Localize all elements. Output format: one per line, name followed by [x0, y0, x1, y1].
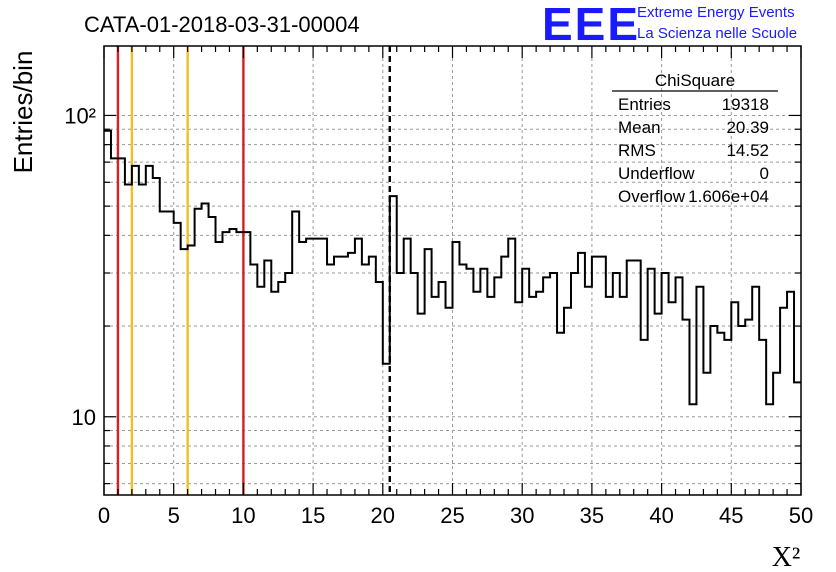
stats-value-entries: 19318	[722, 95, 769, 114]
y-tick-label: 10²	[64, 103, 96, 128]
stats-label-overflow: Overflow	[618, 187, 686, 206]
grid-layer	[103, 46, 802, 495]
x-tick-label: 25	[440, 503, 464, 528]
x-tick-label: 5	[168, 503, 180, 528]
x-tick-label: 45	[719, 503, 743, 528]
stats-title: ChiSquare	[655, 71, 735, 90]
stats-label-underflow: Underflow	[618, 164, 695, 183]
stats-box: ChiSquare Entries 19318 Mean 20.39 RMS 1…	[612, 71, 778, 206]
eee-logo-line1: Extreme Energy Events	[637, 4, 795, 21]
x-axis-title: X²	[772, 542, 801, 572]
x-tick-label: 30	[510, 503, 534, 528]
stats-value-rms: 14.52	[726, 141, 769, 160]
x-tick-label: 40	[649, 503, 673, 528]
x-tick-label: 20	[371, 503, 395, 528]
histogram-bins	[104, 129, 801, 406]
eee-logo: EEE Extreme Energy Events La Scienza nel…	[542, 0, 797, 50]
y-axis-title: Entries/bin	[8, 51, 38, 174]
stats-label-entries: Entries	[618, 95, 671, 114]
x-tick-label: 50	[789, 503, 813, 528]
stats-value-overflow: 1.606e+04	[688, 187, 769, 206]
axes: 0 5 10 15 20 25 30 35 40 45 50 10 10²	[64, 45, 813, 528]
marker-lines	[116, 46, 391, 495]
stats-label-mean: Mean	[618, 118, 661, 137]
histogram-line	[104, 129, 801, 406]
stats-label-rms: RMS	[618, 141, 656, 160]
stats-value-underflow: 0	[760, 164, 769, 183]
y-tick-label: 10	[72, 405, 96, 430]
x-tick-label: 35	[580, 503, 604, 528]
x-tick-label: 15	[301, 503, 325, 528]
chart-title: CATA-01-2018-03-31-00004	[84, 12, 360, 37]
eee-logo-letters: EEE	[542, 0, 640, 50]
x-tick-label: 10	[231, 503, 255, 528]
stats-value-mean: 20.39	[726, 118, 769, 137]
eee-logo-line2: La Scienza nelle Scuole	[637, 25, 797, 42]
x-tick-label: 0	[98, 503, 110, 528]
